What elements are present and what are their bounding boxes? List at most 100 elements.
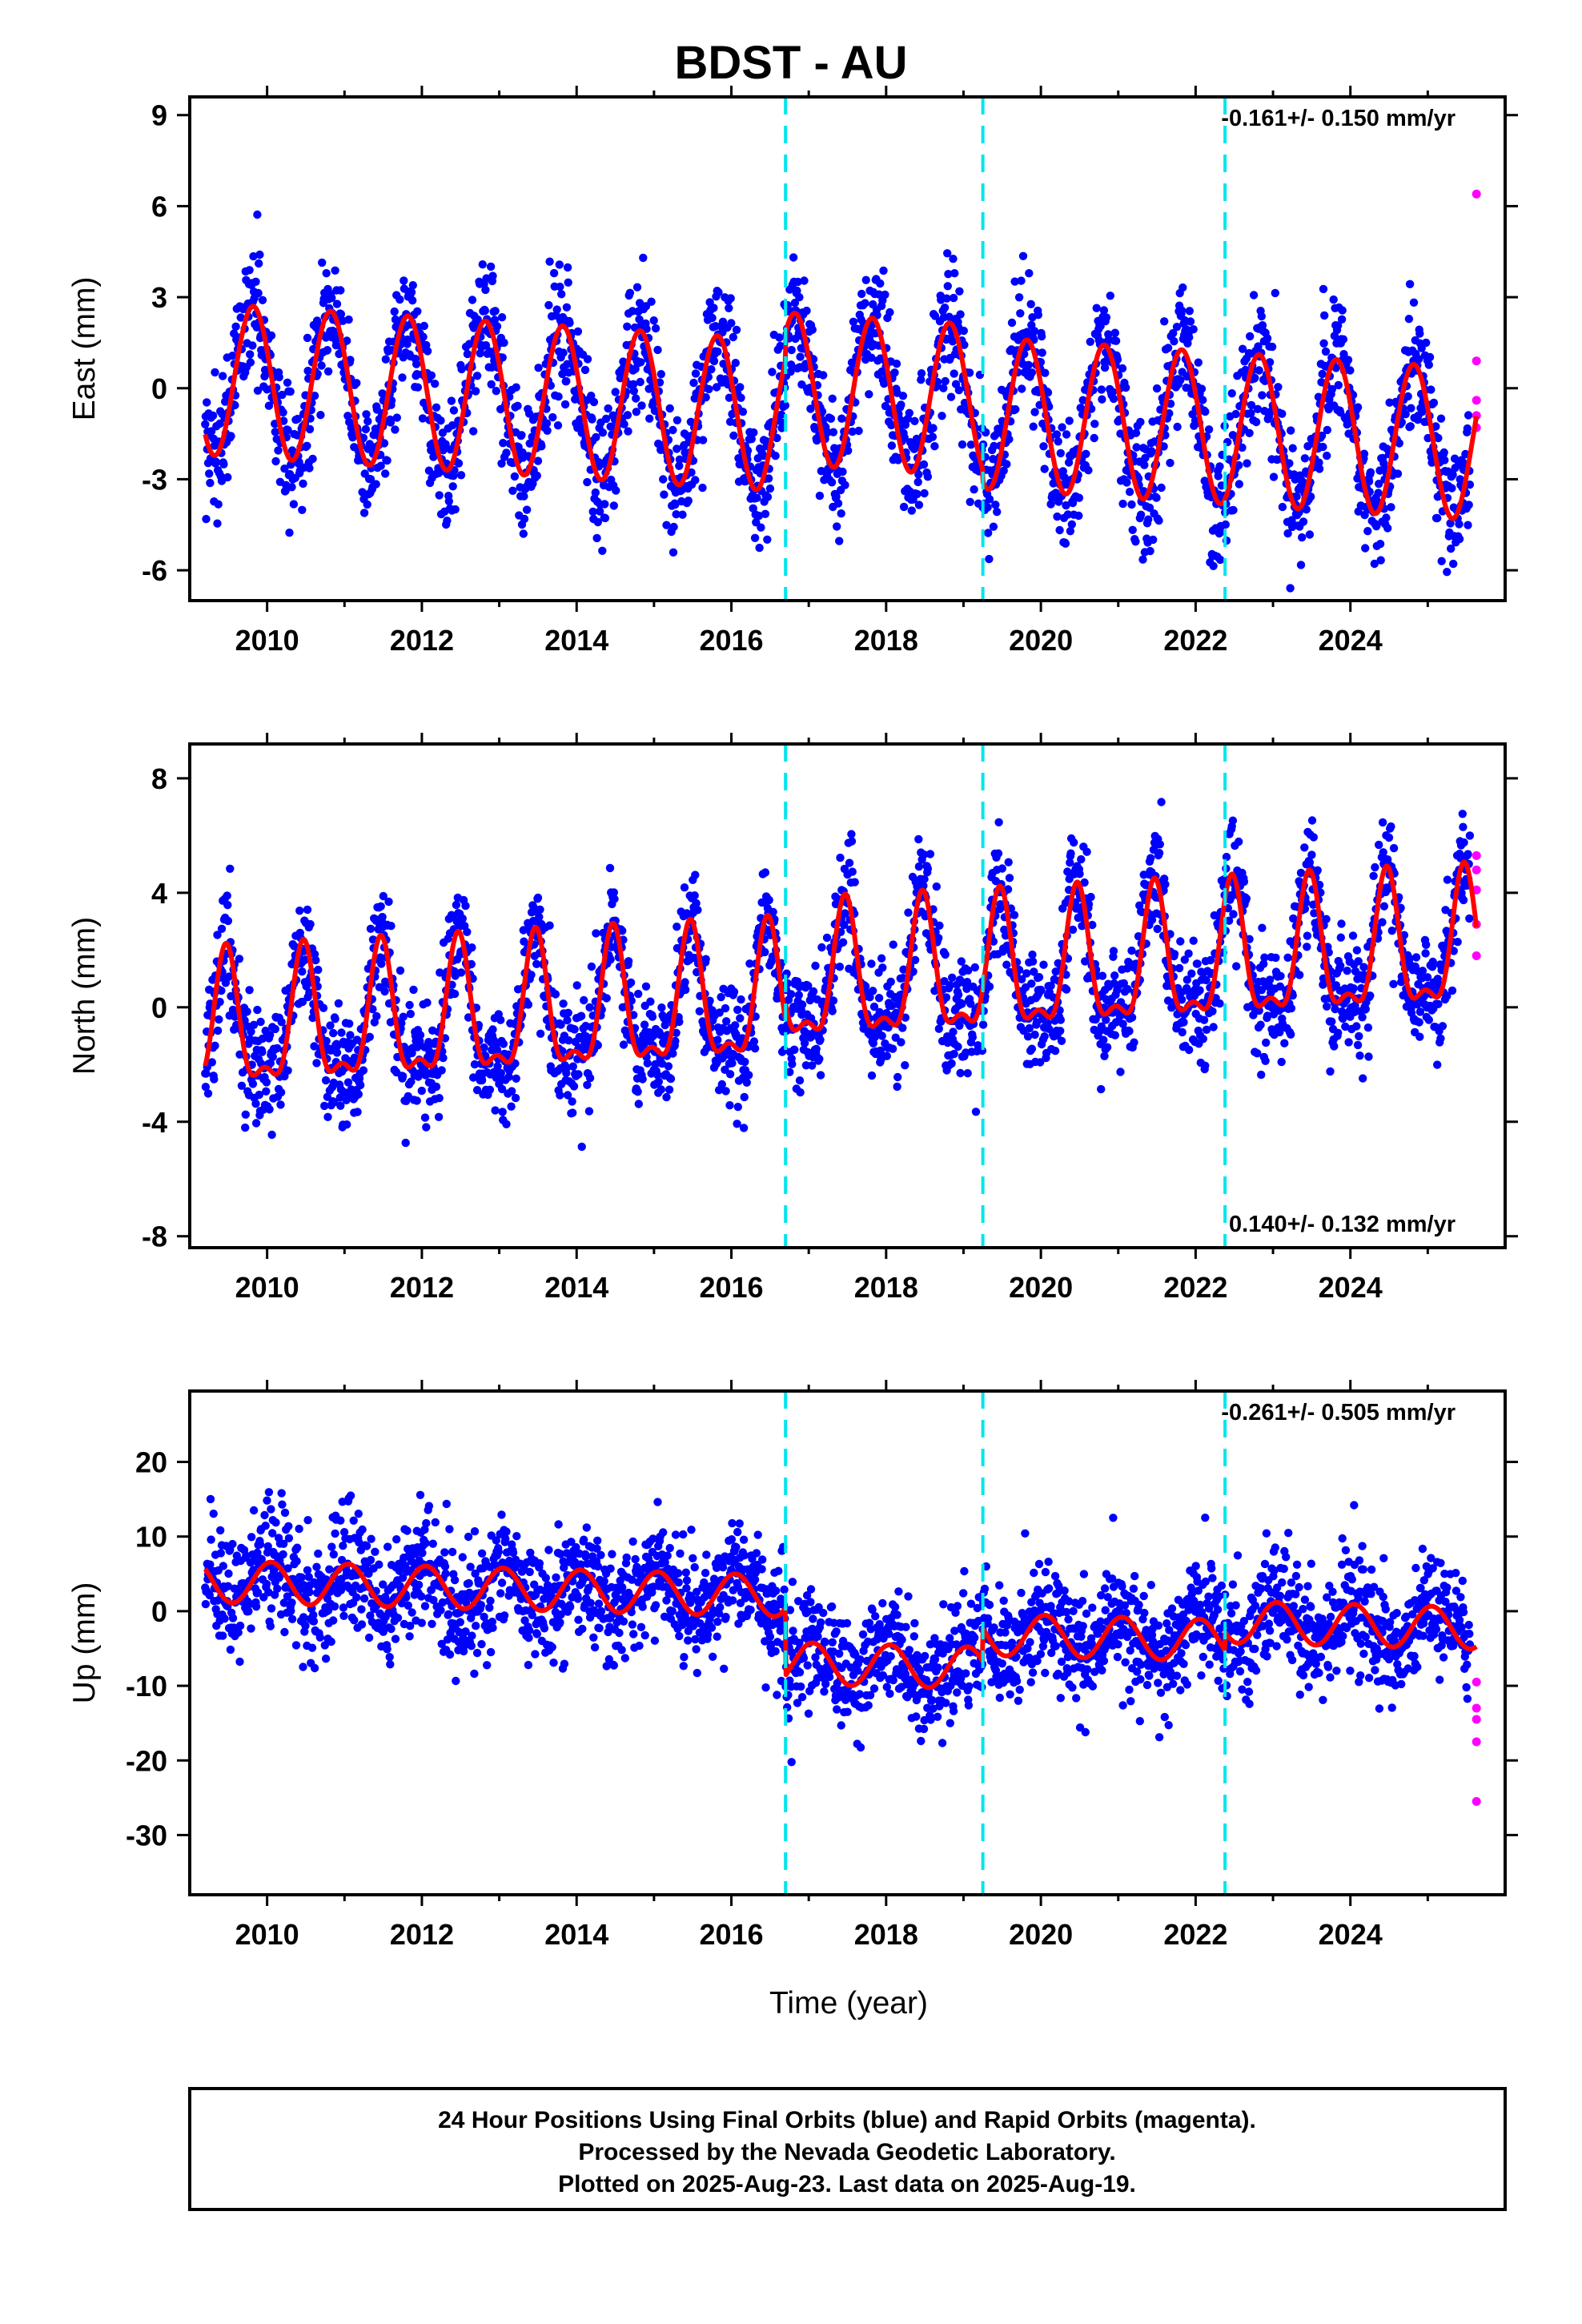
north-point: [761, 868, 770, 877]
east-point: [1163, 344, 1173, 352]
east-point: [1395, 439, 1404, 448]
north-point: [948, 973, 957, 983]
north-point: [800, 1039, 809, 1047]
east-point: [632, 283, 642, 292]
east-point: [854, 426, 863, 436]
north-point: [321, 1076, 331, 1085]
north-point: [867, 959, 876, 968]
east-point: [800, 276, 809, 285]
east-point: [510, 472, 520, 481]
north-point: [877, 954, 886, 963]
north-point: [1155, 840, 1165, 849]
east-point: [219, 460, 228, 468]
north-point: [372, 1011, 381, 1021]
east-point: [880, 379, 889, 388]
north-point: [535, 912, 544, 922]
north-point: [378, 912, 387, 922]
east-point: [796, 352, 805, 361]
north-point: [828, 1007, 837, 1015]
east-point: [1102, 313, 1111, 322]
north-point: [867, 1071, 877, 1080]
east-point: [1353, 403, 1363, 412]
east-point: [806, 404, 815, 413]
east-point: [303, 333, 312, 343]
east-point: [1315, 458, 1323, 467]
east-point: [1106, 292, 1115, 300]
north-point: [511, 1093, 520, 1103]
east-point: [1327, 384, 1337, 394]
north-point: [498, 1108, 507, 1116]
north-point: [1206, 955, 1215, 965]
east-point: [457, 364, 466, 374]
east-point: [1041, 368, 1050, 377]
north-point: [1185, 1045, 1194, 1055]
east-point: [327, 293, 336, 303]
east-point: [391, 425, 400, 434]
east-point: [750, 533, 760, 542]
north-point: [266, 1059, 275, 1068]
east-point: [943, 282, 953, 291]
north-point: [368, 1005, 377, 1014]
north-point: [223, 916, 233, 926]
east-point: [1274, 383, 1283, 392]
north-point: [1066, 849, 1075, 858]
north-point: [245, 986, 254, 995]
east-point: [669, 548, 678, 557]
north-point: [1097, 1084, 1106, 1094]
east-point: [1007, 318, 1017, 328]
east-point: [363, 416, 372, 426]
north-point: [893, 1072, 902, 1082]
north-point: [499, 1039, 508, 1048]
north-point: [311, 955, 320, 965]
east-point: [914, 470, 923, 479]
east-point: [732, 325, 741, 335]
east-point: [990, 441, 998, 451]
north-point: [255, 1090, 263, 1100]
north-point: [835, 963, 845, 971]
north-point: [488, 1025, 497, 1034]
east-panel: 2010 2012 2014 2016 2018 2020 2022 2024-6-30369…: [67, 86, 1518, 657]
east-point: [564, 278, 572, 287]
north-point: [736, 1014, 745, 1023]
east-point: [441, 440, 450, 448]
north-point: [666, 1074, 676, 1084]
east-point: [285, 529, 294, 537]
east-point: [662, 521, 671, 529]
east-point: [708, 313, 717, 323]
north-point: [643, 1059, 652, 1068]
north-point: [750, 1044, 760, 1053]
north-point: [562, 1063, 572, 1072]
north-point: [496, 1068, 505, 1078]
east-point: [827, 478, 837, 487]
east-point: [556, 282, 564, 292]
east-point: [1055, 525, 1064, 535]
east-point: [316, 411, 325, 420]
north-point: [585, 1074, 595, 1083]
north-point: [717, 992, 725, 1002]
east-point: [1109, 394, 1118, 404]
east-point: [1049, 479, 1058, 488]
north-point: [847, 830, 856, 838]
east-point: [1361, 544, 1370, 553]
east-point: [456, 471, 466, 480]
east-point: [729, 431, 738, 440]
north-point: [888, 1001, 897, 1010]
north-point: [587, 962, 596, 971]
north-point: [1084, 900, 1094, 909]
north-point: [210, 1075, 219, 1084]
east-point: [1221, 520, 1231, 529]
north-point: [742, 1078, 751, 1088]
east-point: [412, 360, 421, 368]
east-point: [1319, 284, 1328, 294]
north-point: [729, 987, 739, 996]
east-point: [346, 356, 355, 364]
north-point: [1287, 1030, 1295, 1039]
east-point: [1197, 384, 1207, 393]
east-point: [849, 317, 858, 326]
east-point: [942, 294, 951, 303]
east-x-tick-label: 2022: [1163, 624, 1227, 657]
east-point: [562, 376, 571, 386]
north-point: [375, 953, 385, 962]
north-point: [1062, 985, 1071, 994]
east-point: [336, 310, 346, 319]
